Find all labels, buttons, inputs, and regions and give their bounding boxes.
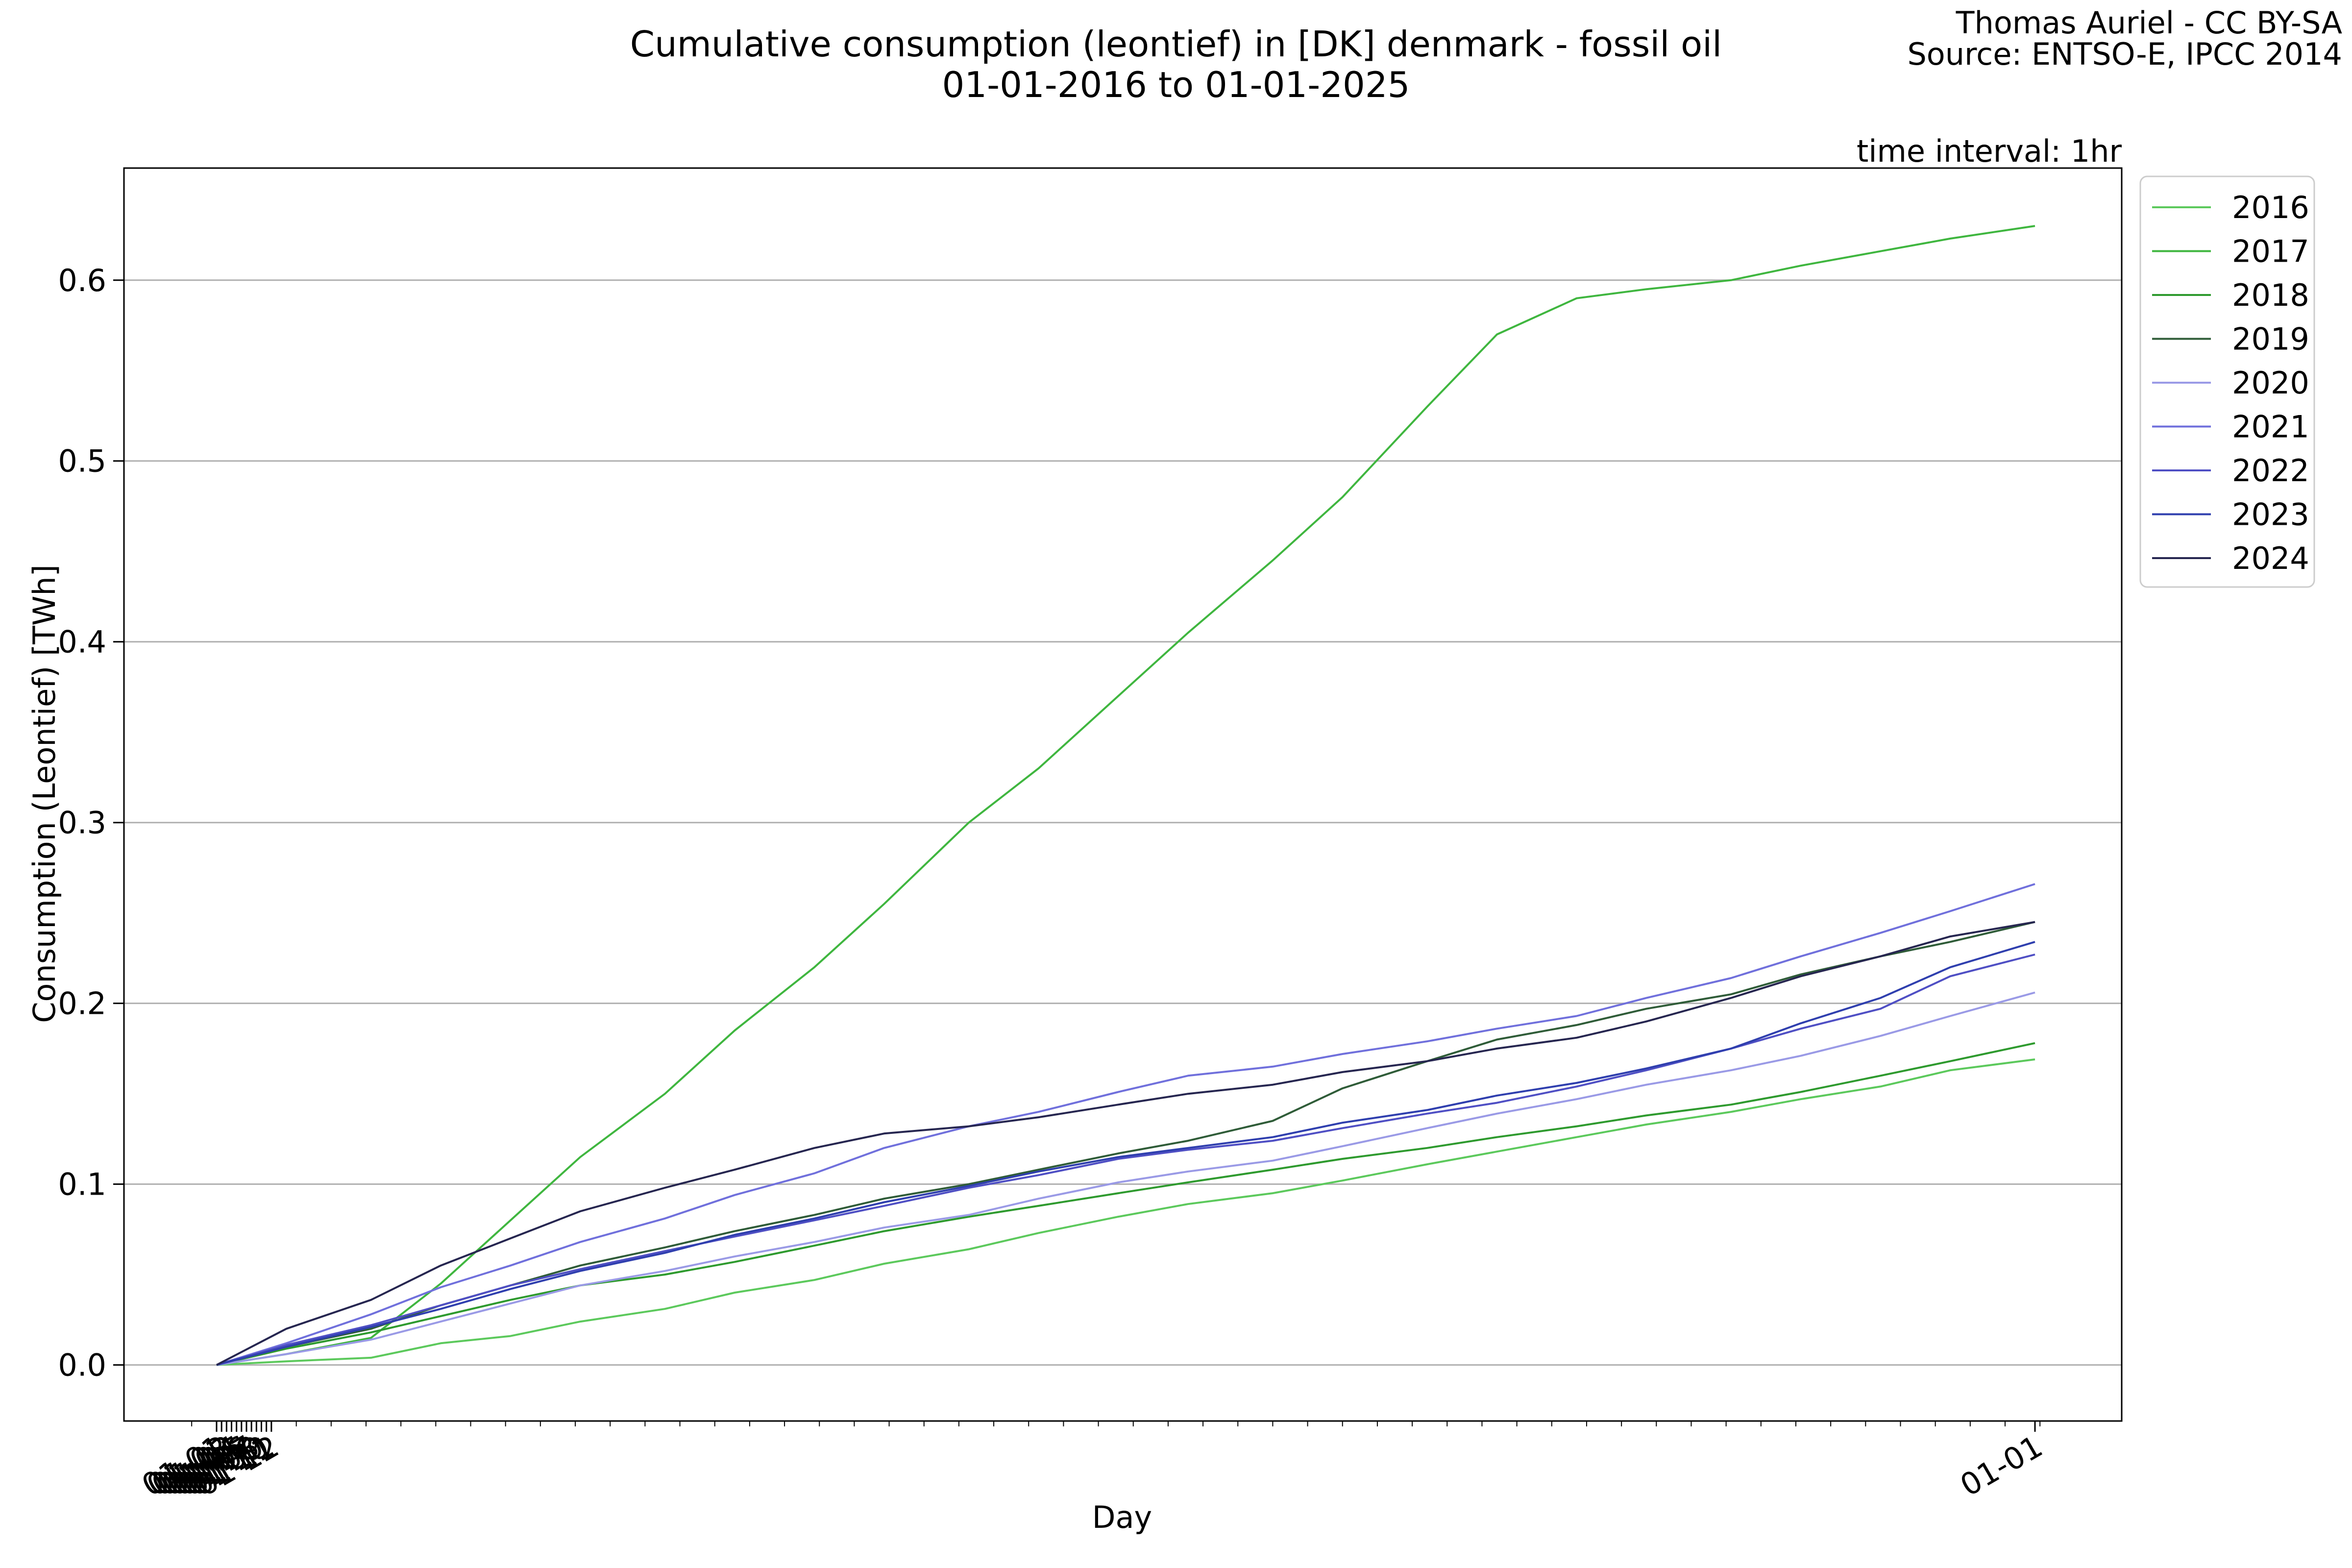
y-tick-label: 0.5 [58, 443, 106, 479]
legend-label-2020: 2020 [2232, 365, 2309, 401]
series-line-2017 [216, 225, 2035, 1366]
y-tick-label: 0.2 [58, 986, 106, 1022]
legend-label-2016: 2016 [2232, 190, 2309, 225]
legend-label-2018: 2018 [2232, 277, 2309, 313]
y-axis-label: Consumption (Leontief) [TWh] [26, 564, 62, 1023]
series-line-2020 [216, 991, 2035, 1366]
legend-label-2017: 2017 [2232, 234, 2309, 270]
y-tick-label: 0.1 [58, 1167, 106, 1202]
interval-label: time interval: 1hr [1857, 133, 2122, 169]
series-line-2016 [216, 1058, 2035, 1366]
legend-label-2019: 2019 [2232, 321, 2309, 357]
grid-lines [124, 279, 2122, 1366]
legend-items: 2016 2017 2018 2019 2020 2021 2022 2023 2024 [2152, 190, 2309, 576]
legend-label-2021: 2021 [2232, 409, 2309, 445]
credit-author: Thomas Auriel - CC BY-SA [1956, 5, 2342, 41]
series-line-2021 [216, 883, 2035, 1366]
chart-subtitle: 01-01-2016 to 01-01-2025 [942, 64, 1410, 105]
x-axis-label: Day [1092, 1499, 1152, 1535]
series-line-2018 [216, 1042, 2035, 1366]
plot-frame [123, 167, 2123, 1422]
y-tick-label: 0.0 [58, 1348, 106, 1383]
series-line-2023 [216, 941, 2035, 1366]
y-tick-label: 0.4 [58, 624, 106, 660]
chart-title: Cumulative consumption (leontief) in [DK… [630, 24, 1722, 65]
legend-label-2024: 2024 [2232, 540, 2309, 576]
y-axis-ticks: 0.0 0.1 0.2 0.3 0.4 0.5 0.6 [58, 263, 124, 1383]
series-line-2024 [216, 921, 2035, 1366]
series-lines [216, 225, 2035, 1366]
credit-source: Source: ENTSO-E, IPCC 2014 [1907, 36, 2342, 72]
legend: 2016 2017 2018 2019 2020 2021 2022 2023 2024 [2139, 175, 2315, 588]
legend-label-2022: 2022 [2232, 453, 2309, 489]
legend-label-2023: 2023 [2232, 497, 2309, 533]
y-tick-label: 0.6 [58, 263, 106, 298]
y-tick-label: 0.3 [58, 805, 106, 841]
legend-box [2139, 175, 2315, 588]
